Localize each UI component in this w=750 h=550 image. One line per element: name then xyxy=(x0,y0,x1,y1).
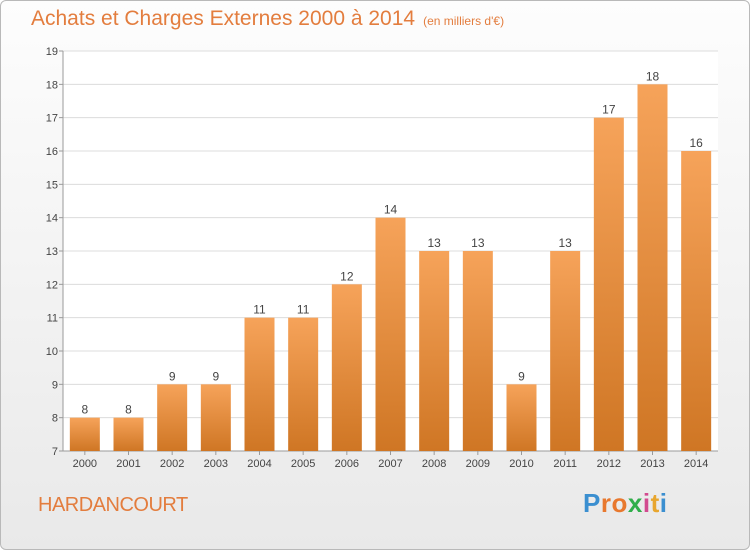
x-tick-label: 2001 xyxy=(116,458,140,470)
y-tick-label: 14 xyxy=(46,213,58,225)
bar xyxy=(200,384,231,451)
x-tick-label: 2003 xyxy=(204,458,228,470)
bar-value-label: 13 xyxy=(558,236,572,250)
bar-value-label: 9 xyxy=(212,369,219,383)
title-text: Achats et Charges Externes 2000 à 2014 xyxy=(31,7,416,30)
bar-value-label: 8 xyxy=(125,403,132,417)
logo-letter: x xyxy=(627,488,643,518)
x-tick-label: 2014 xyxy=(684,458,708,470)
bar xyxy=(157,384,188,451)
x-tick-label: 2013 xyxy=(640,458,664,470)
x-tick-label: 2004 xyxy=(247,458,271,470)
unit-label: (en milliers d'€) xyxy=(423,14,505,28)
y-tick-label: 17 xyxy=(46,113,58,125)
x-tick-label: 2009 xyxy=(466,458,490,470)
bar xyxy=(69,417,100,451)
location-name: HARDANCOURT xyxy=(38,494,188,516)
bar xyxy=(462,251,493,451)
y-tick-label: 15 xyxy=(46,179,58,191)
y-tick-label: 9 xyxy=(52,379,58,391)
bar-value-label: 16 xyxy=(689,136,703,150)
y-tick-label: 19 xyxy=(46,46,58,58)
logo-letter: i xyxy=(642,488,651,518)
logo-letter: P xyxy=(583,488,601,518)
logo-letter: r xyxy=(600,488,612,518)
bar xyxy=(113,417,144,451)
x-tick-label: 2008 xyxy=(422,458,446,470)
bars: 8 8 9 9 11 11 12 14 13 13 9 13 17 18 16 xyxy=(69,69,712,452)
bar xyxy=(593,117,624,452)
bar xyxy=(506,384,537,451)
bar xyxy=(681,151,712,451)
logo-letter: o xyxy=(611,488,628,518)
y-tick-label: 10 xyxy=(46,346,58,358)
x-tick-label: 2002 xyxy=(160,458,184,470)
bar-value-label: 11 xyxy=(297,303,310,317)
bar xyxy=(244,317,275,451)
bar xyxy=(419,251,450,451)
y-tick-label: 13 xyxy=(46,246,58,258)
y-tick-label: 12 xyxy=(46,279,58,291)
bar xyxy=(637,84,668,451)
logo-letter: t xyxy=(650,488,660,518)
x-tick-label: 2006 xyxy=(335,458,359,470)
y-tick-label: 11 xyxy=(47,313,58,325)
x-tick-label: 2007 xyxy=(378,458,402,470)
bar xyxy=(331,284,362,451)
y-tick-label: 18 xyxy=(46,79,58,91)
y-tick-label: 16 xyxy=(46,146,58,158)
chart-title: Achats et Charges Externes 2000 à 2014 (e… xyxy=(31,7,504,31)
bar-value-label: 9 xyxy=(518,369,525,383)
x-tick-label: 2010 xyxy=(509,458,533,470)
x-tick-label: 2000 xyxy=(73,458,97,470)
bar-value-label: 11 xyxy=(253,303,266,317)
x-tick-label: 2005 xyxy=(291,458,315,470)
bar-value-label: 13 xyxy=(471,236,485,250)
bar-value-label: 8 xyxy=(81,403,88,417)
bar-value-label: 13 xyxy=(427,236,441,250)
bar-value-label: 12 xyxy=(340,269,354,283)
y-tick-label: 8 xyxy=(52,413,58,425)
y-ticks: 7 8 9 10 11 12 13 14 15 16 17 18 19 xyxy=(46,46,63,458)
bar xyxy=(375,217,406,451)
proxiti-logo: Proxiti xyxy=(583,488,667,519)
logo-letter: i xyxy=(659,488,668,518)
bar-value-label: 17 xyxy=(602,103,616,117)
x-tick-label: 2012 xyxy=(597,458,621,470)
bar-value-label: 14 xyxy=(384,203,398,217)
bar-value-label: 18 xyxy=(646,69,660,83)
bar xyxy=(550,251,581,451)
bar xyxy=(288,317,319,451)
x-ticks: 2000 2001 2002 2003 2004 2005 2006 2007 2008 2009… xyxy=(73,451,708,470)
x-tick-label: 2011 xyxy=(553,458,577,470)
bar-value-label: 9 xyxy=(169,369,176,383)
y-tick-label: 7 xyxy=(52,446,58,458)
